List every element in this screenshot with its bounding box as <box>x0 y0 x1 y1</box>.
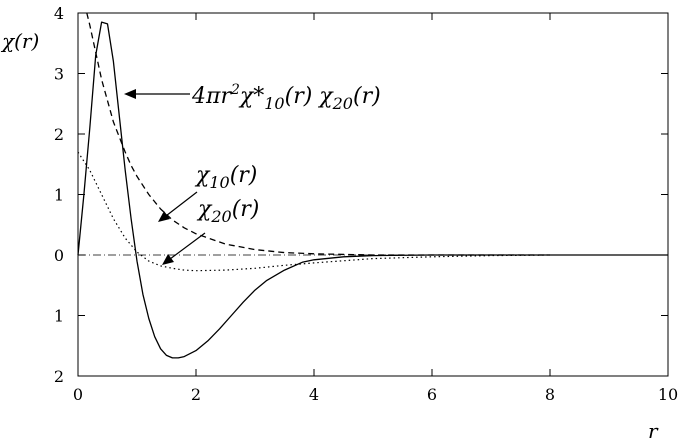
y-tick-label-0: 4 <box>54 4 64 23</box>
annotation-chi20: χ20(r) <box>162 197 259 265</box>
annotation-chi10-sub: 10 <box>209 173 229 192</box>
annotation-chi20-end: (r) <box>232 197 260 222</box>
series-line-dotted <box>77 151 551 272</box>
y-tick-label-6: 2 <box>54 367 64 386</box>
x-tick-label-5: 10 <box>658 385 678 404</box>
annotation-chi10-arrowhead <box>158 211 170 222</box>
x-tick-label-2: 4 <box>309 385 319 404</box>
y-tick-label-3: 1 <box>54 186 64 205</box>
annotation-chi10-main: χ <box>194 163 211 188</box>
annotation-chi20-arrowhead <box>162 254 174 265</box>
annotation-product-end: (r) <box>353 84 381 109</box>
annotation-product-sub2: 20 <box>332 94 353 113</box>
svg-text:χ10(r): χ10(r) <box>194 163 257 192</box>
svg-text:χ20(r): χ20(r) <box>196 197 259 226</box>
series-line-dashed <box>86 12 550 256</box>
svg-text:4πr2χ*10(r) χ20(r): 4πr2χ*10(r) χ20(r) <box>191 82 381 113</box>
annotation-chi10-end: (r) <box>230 163 258 188</box>
series-group <box>77 12 668 359</box>
annotation-chi20-sub: 20 <box>210 207 231 226</box>
annotation-product: 4πr2χ*10(r) χ20(r) <box>124 82 381 113</box>
annotation-product-sup: 2 <box>230 82 240 98</box>
annotation-chi10-arrow <box>161 191 198 220</box>
y-tick-label-2: 2 <box>54 125 64 144</box>
annotation-product-arrowhead <box>124 89 136 99</box>
annotation-chi10: χ10(r) <box>158 163 257 222</box>
x-tick-label-4: 8 <box>545 385 555 404</box>
series-line-solid <box>77 21 668 359</box>
annotation-chi20-arrow <box>165 232 206 263</box>
annotation-product-mid2: (r) χ <box>285 84 335 109</box>
annotation-product-mid: χ* <box>238 84 264 109</box>
y-tick-label-1: 3 <box>54 65 64 84</box>
annotation-product-sub1: 10 <box>264 94 284 113</box>
x-tick-label-0: 0 <box>73 385 83 404</box>
x-axis-label: r <box>648 419 659 443</box>
annotation-chi20-main: χ <box>196 197 213 222</box>
y-tick-label-5: 1 <box>54 307 64 326</box>
annotation-product-main: 4πr <box>191 84 232 109</box>
y-axis-label: χ(r) <box>0 29 39 53</box>
x-tick-label-1: 2 <box>191 385 201 404</box>
x-tick-label-3: 6 <box>427 385 437 404</box>
plot-frame <box>77 12 669 377</box>
y-tick-label-4: 0 <box>54 246 64 265</box>
ticks <box>77 12 669 377</box>
